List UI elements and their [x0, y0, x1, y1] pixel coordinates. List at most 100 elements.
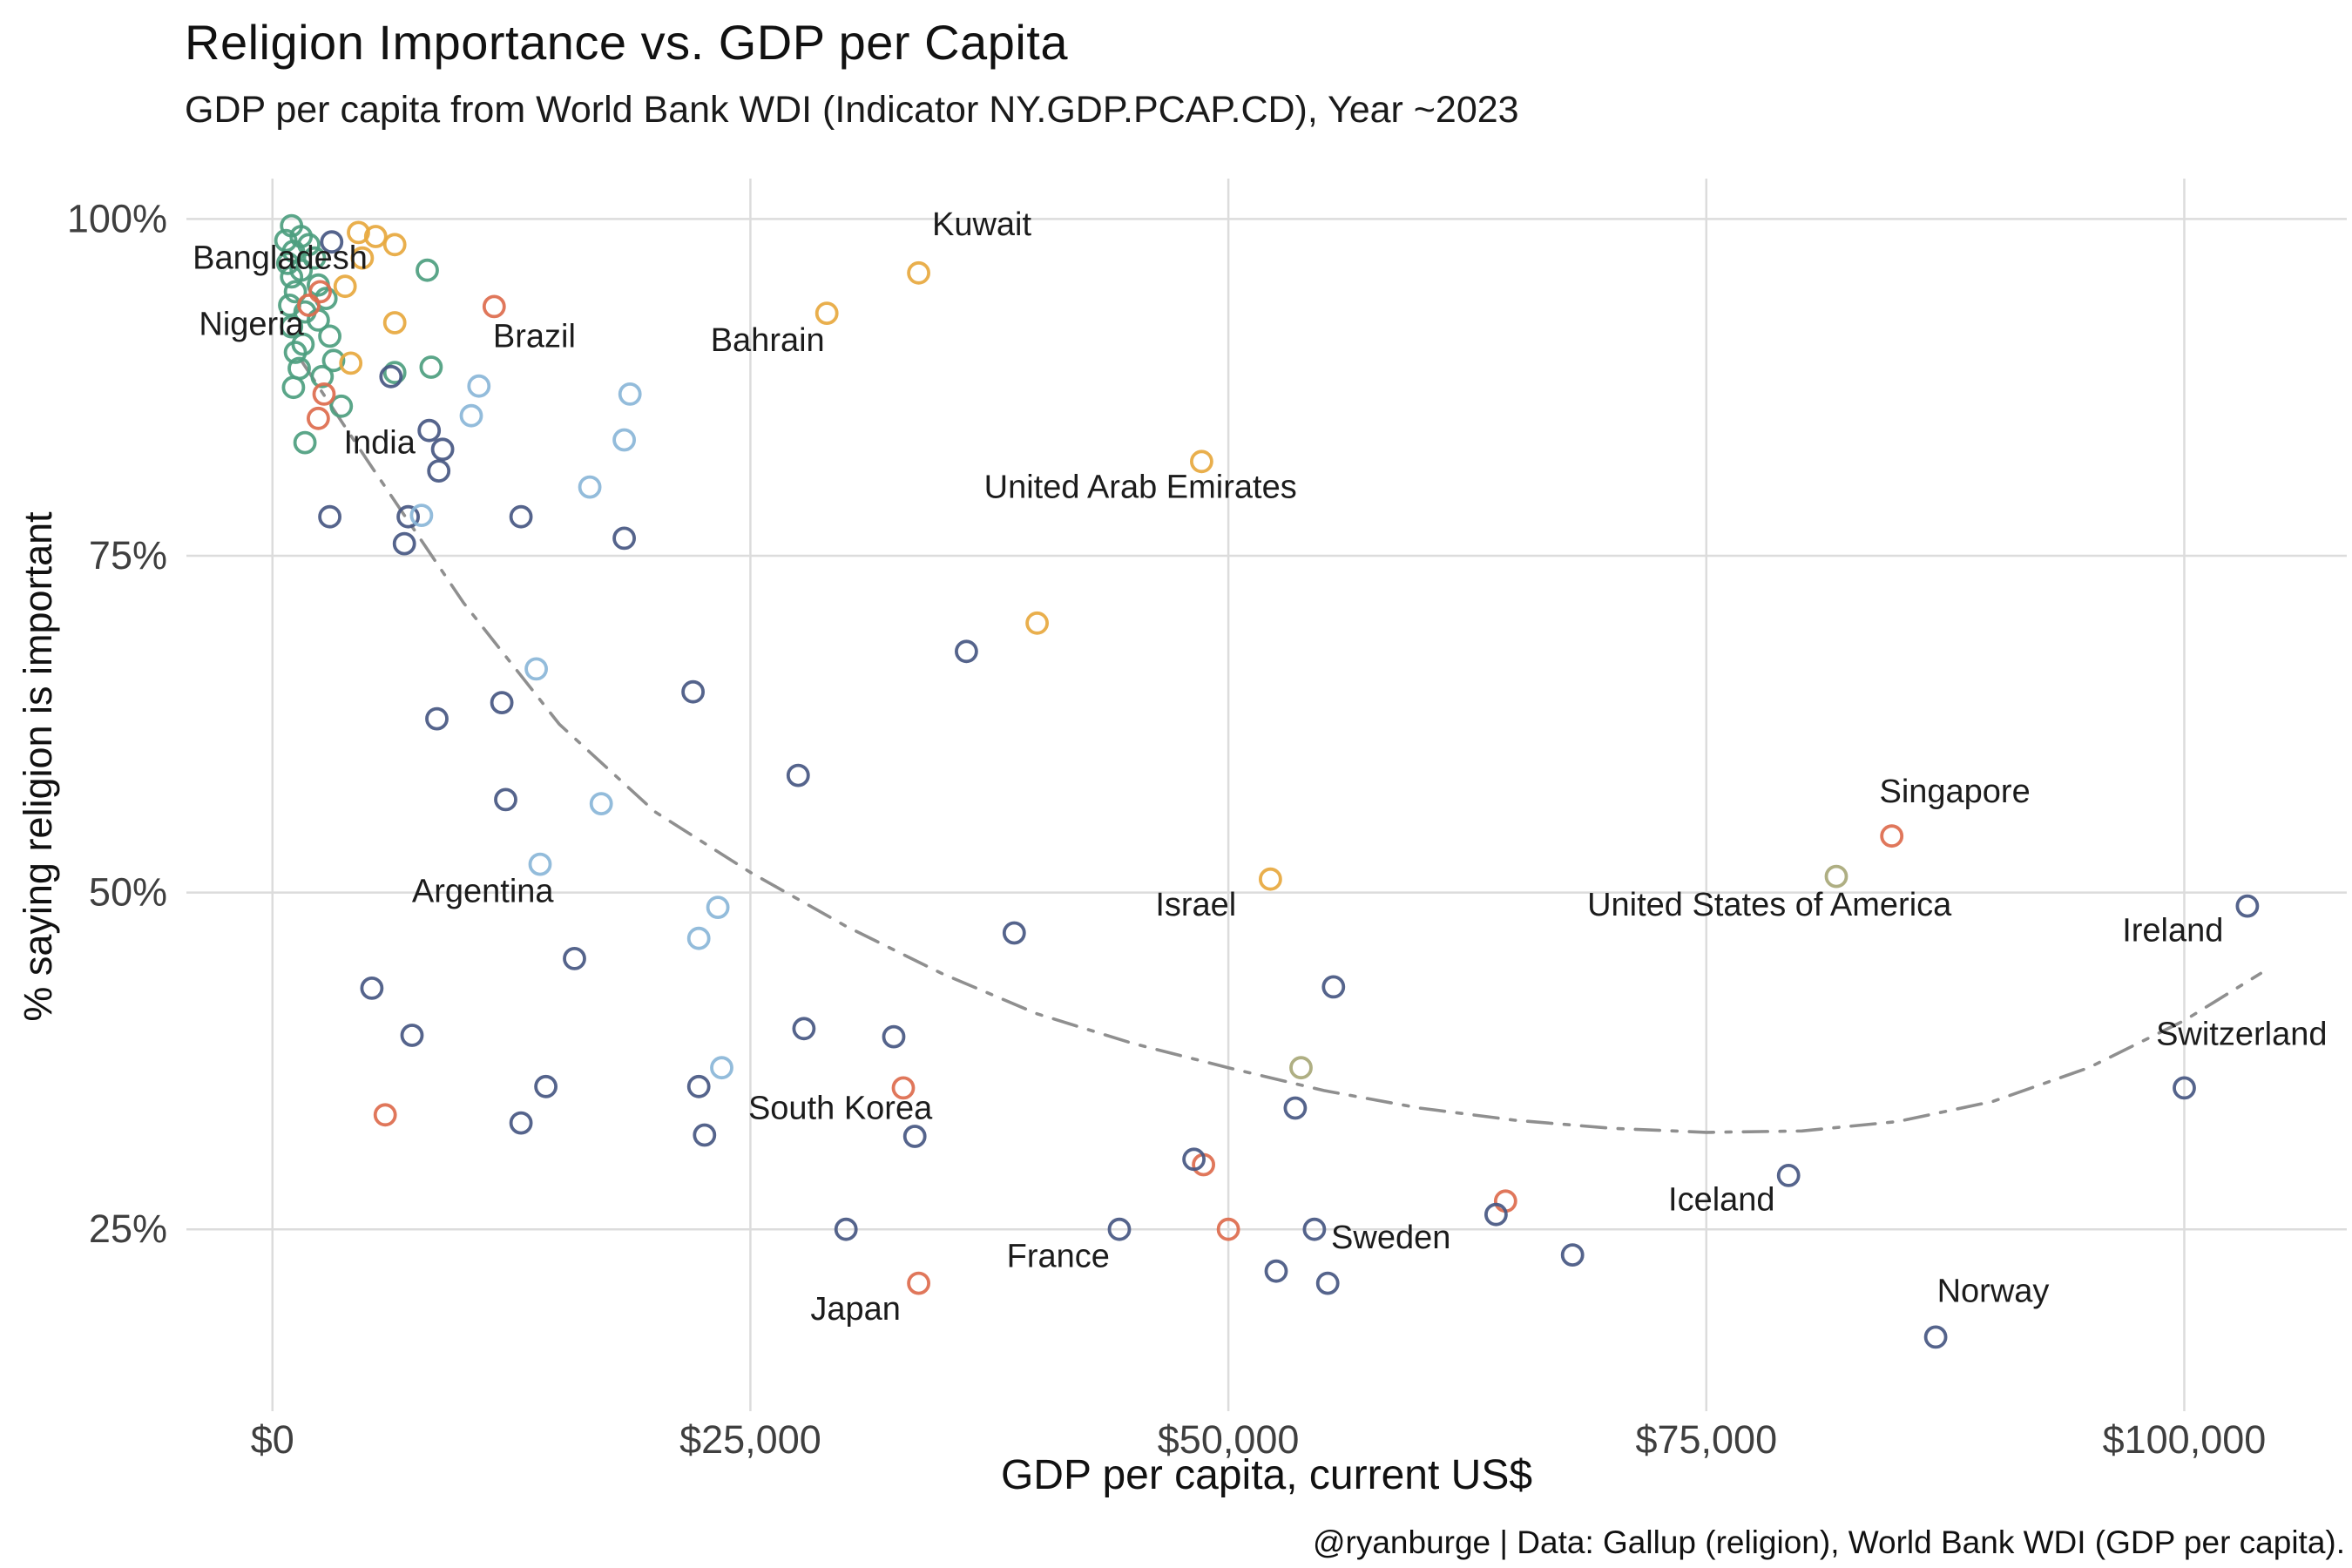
country-label: United States of America [1587, 887, 1952, 923]
scatter-point [321, 348, 346, 373]
scatter-point [283, 280, 308, 304]
scatter-point [2235, 894, 2260, 918]
scatter-point [494, 787, 517, 812]
country-label: Switzerland [2156, 1016, 2327, 1052]
scatter-point [612, 526, 636, 551]
country-label: India [343, 425, 416, 462]
series-asia [297, 280, 1904, 1295]
series-americas [409, 374, 733, 1080]
scatter-point [1302, 1217, 1327, 1241]
scatter-point [281, 240, 306, 263]
scatter-point [482, 294, 506, 319]
y-tick-label: 75% [89, 533, 167, 578]
scatter-point [1321, 975, 1346, 999]
country-label: Nigeria [199, 306, 304, 342]
scatter-point [1216, 1217, 1240, 1241]
scatter-point [363, 225, 388, 248]
scatter-point [318, 504, 342, 529]
scatter-point [693, 1123, 717, 1147]
scatter-point [467, 374, 491, 398]
scatter-point [2173, 1076, 2196, 1100]
scatter-point [618, 382, 642, 406]
tick-labels: $0 $25,000 $50,000 $75,000 $100,000 25% 50% 75%… [67, 196, 2266, 1462]
chart-subtitle: GDP per capita from World Bank WDI (Indi… [185, 89, 1519, 131]
scatter-point [281, 375, 306, 400]
scatter-point [339, 351, 363, 375]
scatter-point [902, 1125, 927, 1148]
country-label: Israel [1155, 887, 1236, 923]
scatter-point [1880, 824, 1904, 848]
scatter-point [786, 763, 810, 787]
scatter-point [392, 531, 416, 556]
scatter-point [882, 1024, 906, 1049]
scatter-point [283, 341, 308, 364]
scatter-point [427, 459, 451, 483]
scatter-point [293, 430, 317, 455]
country-label: Ireland [2122, 912, 2223, 949]
scatter-point [490, 691, 514, 714]
y-tick-label: 25% [89, 1206, 167, 1251]
scatter-point [706, 896, 730, 919]
chart-caption: @ryanburge | Data: Gallup (religion), Wo… [1312, 1524, 2345, 1560]
country-label: Singapore [1879, 774, 2030, 810]
scatter-point [1002, 921, 1026, 945]
scatter-point [686, 926, 711, 950]
chart-title: Religion Importance vs. GDP per Capita [185, 15, 1068, 70]
scatter-point [907, 260, 930, 285]
scatter-point [302, 246, 327, 270]
scatter-point [509, 1111, 533, 1135]
scatter-point [419, 355, 443, 379]
scatter-point [955, 639, 978, 664]
x-tick-label: $50,000 [1158, 1417, 1300, 1462]
annotations: Bangladesh Nigeria India Brazil Bahrain Kuwai… [193, 206, 2327, 1328]
scatter-point [612, 428, 636, 452]
scatter-point [333, 274, 357, 299]
scatter-point [379, 364, 403, 389]
scatter-point [1025, 611, 1049, 635]
country-label: Iceland [1668, 1182, 1775, 1219]
country-label: Bangladesh [193, 240, 368, 277]
scatter-point [1259, 867, 1282, 891]
scatter-point [459, 403, 483, 428]
scatter-point [430, 437, 455, 462]
scatter-point [280, 314, 304, 339]
country-label: Japan [810, 1291, 901, 1328]
scatter-point [400, 1024, 424, 1047]
country-label: Bahrain [711, 322, 825, 359]
scatter-point [1289, 1056, 1313, 1080]
scatter-point [1776, 1164, 1801, 1187]
country-label: Brazil [493, 318, 576, 355]
series-middle-east [333, 220, 1282, 891]
trend-line [299, 359, 2262, 1134]
scatter-point [1484, 1202, 1508, 1227]
series-north-america-oceania [1289, 864, 1848, 1080]
scatter-point [792, 1017, 816, 1041]
scatter-point [275, 251, 300, 275]
scatter-point [1264, 1259, 1288, 1283]
scatter-point [360, 977, 384, 1000]
scatter-point [1923, 1325, 1948, 1349]
scatter-point [329, 394, 354, 418]
gridlines [186, 179, 2347, 1411]
x-tick-label: $25,000 [679, 1417, 821, 1462]
scatter-point [312, 382, 336, 406]
scatter-point [509, 504, 533, 529]
scatter-point [373, 1103, 397, 1127]
scatter-point [1560, 1243, 1585, 1267]
scatter-point [1107, 1217, 1132, 1241]
scatter-point [814, 301, 839, 326]
scatter-point [310, 364, 335, 389]
series-africa [274, 213, 443, 455]
scatter-point [425, 706, 449, 731]
scatter-point [382, 361, 407, 385]
scatter-point [528, 852, 552, 876]
country-label: Argentina [412, 873, 555, 909]
x-axis-title: GDP per capita, current US$ [1000, 1452, 1533, 1498]
scatter-point [416, 258, 439, 282]
scatter-point [382, 233, 407, 257]
scatter-point [1182, 1147, 1206, 1172]
scatter-point [417, 418, 442, 443]
country-label: Norway [1937, 1274, 2050, 1310]
scatter-point [524, 657, 548, 681]
